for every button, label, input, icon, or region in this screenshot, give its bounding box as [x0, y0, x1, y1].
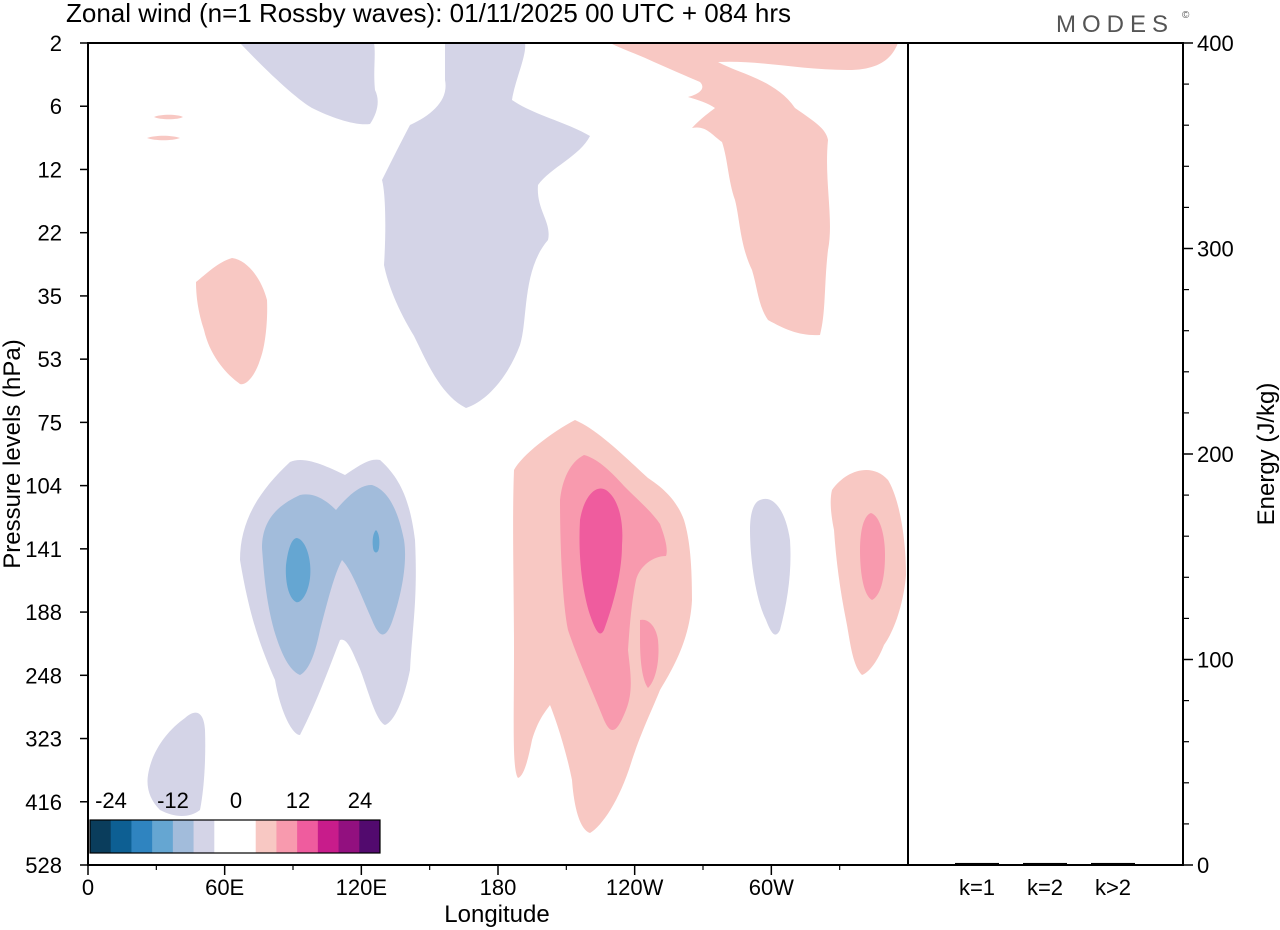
colorbar-swatch	[172, 820, 195, 853]
colorbar-swatch	[297, 820, 319, 853]
y-tick-label: 35	[38, 284, 62, 309]
y-tick-label: 104	[25, 474, 62, 499]
colorbar	[89, 819, 381, 854]
colorbar-swatch	[255, 820, 277, 853]
energy-bar	[1091, 862, 1135, 865]
x-tick-label: 180	[480, 875, 517, 900]
colorbar-swatch	[214, 820, 236, 853]
y-tick-label: 248	[25, 663, 62, 688]
logo-mark: ©	[1182, 10, 1190, 21]
x-tick-label: 0	[82, 875, 94, 900]
colorbar-swatch	[276, 820, 298, 853]
x-tick-label: 60E	[205, 875, 244, 900]
y-tick-label: 6	[50, 94, 62, 119]
colorbar-label: 12	[286, 788, 310, 813]
energy-category-label: k=1	[959, 875, 995, 900]
energy-tick-label: 0	[1197, 853, 1209, 878]
y-tick-label: 416	[25, 790, 62, 815]
y-tick-label: 323	[25, 727, 62, 752]
contour-neg6-bottom-left	[147, 712, 206, 816]
contour-pos12-right	[860, 513, 885, 600]
contour-pos18-mid	[579, 488, 623, 634]
colorbar-label: -12	[157, 788, 189, 813]
contour-neg12-mid-left	[262, 484, 406, 675]
y-tick-label: 12	[38, 157, 62, 182]
energy-category-label: k>2	[1095, 875, 1131, 900]
colorbar-label: 24	[348, 788, 372, 813]
y-tick-label: 141	[25, 537, 62, 562]
contour-neg18-mid-left	[285, 538, 311, 603]
colorbar-swatch	[110, 820, 132, 853]
energy-tick-label: 400	[1197, 31, 1234, 56]
energy-tick-label: 200	[1197, 442, 1234, 467]
energy-axis: 0 100 200 300 400	[1183, 31, 1234, 878]
longitude-axis: 0 60E 120E 180 120W 60W	[82, 865, 841, 900]
y-tick-label: 53	[38, 347, 62, 372]
contour-pos6-sliver-a	[154, 114, 183, 120]
x-tick-label: 120W	[606, 875, 664, 900]
x-tick-label: 120E	[336, 875, 387, 900]
colorbar-swatch	[131, 820, 153, 853]
energy-bar	[1023, 862, 1067, 865]
modes-logo: MODES	[1056, 11, 1174, 38]
energy-category-label: k=2	[1027, 875, 1063, 900]
colorbar-swatch	[152, 820, 174, 853]
energy-tick-label: 100	[1197, 648, 1234, 673]
y-tick-label: 188	[25, 600, 62, 625]
contour-pos6-sliver-b	[147, 135, 180, 141]
y-tick-label: 75	[38, 410, 62, 435]
energy-bars: k=1 k=2 k>2	[955, 862, 1135, 900]
colorbar-labels: -24 -12 0 12 24	[95, 788, 372, 813]
colorbar-swatch	[235, 820, 257, 853]
contour-neg18-dot	[372, 530, 380, 553]
pressure-axis: 2 6 12 22 35 53 75 104 141 188 248 323 416 528	[25, 31, 88, 878]
y-tick-label: 2	[50, 31, 62, 56]
colorbar-swatch	[193, 820, 215, 853]
x-tick-label: 60W	[749, 875, 794, 900]
x-axis-label: Longitude	[444, 901, 549, 928]
wind-field	[147, 43, 906, 833]
y-axis-label: Pressure levels (hPa)	[0, 339, 26, 568]
contour-pos6-left-upper	[196, 258, 268, 385]
energy-tick-label: 300	[1197, 237, 1234, 262]
colorbar-swatch	[338, 820, 360, 853]
energy-axis-label: Energy (J/kg)	[1253, 383, 1280, 526]
energy-plot-frame	[907, 42, 1184, 866]
colorbar-swatch	[317, 820, 340, 853]
colorbar-border	[89, 819, 381, 854]
contour-neg6-right	[750, 498, 791, 635]
contour-pos12-mid-lobe	[640, 619, 659, 688]
contour-neg6-top	[240, 43, 378, 125]
contour-pos6-upper	[610, 43, 898, 336]
colorbar-swatch	[359, 820, 381, 853]
y-tick-label: 22	[38, 221, 62, 246]
contour-neg6-upper	[382, 43, 590, 408]
energy-bar	[955, 862, 999, 865]
colorbar-label: -24	[95, 788, 127, 813]
colorbar-swatch	[90, 820, 112, 853]
colorbar-label: 0	[230, 788, 242, 813]
chart-title: Zonal wind (n=1 Rossby waves): 01/11/202…	[66, 0, 791, 28]
y-tick-label: 528	[25, 853, 62, 878]
